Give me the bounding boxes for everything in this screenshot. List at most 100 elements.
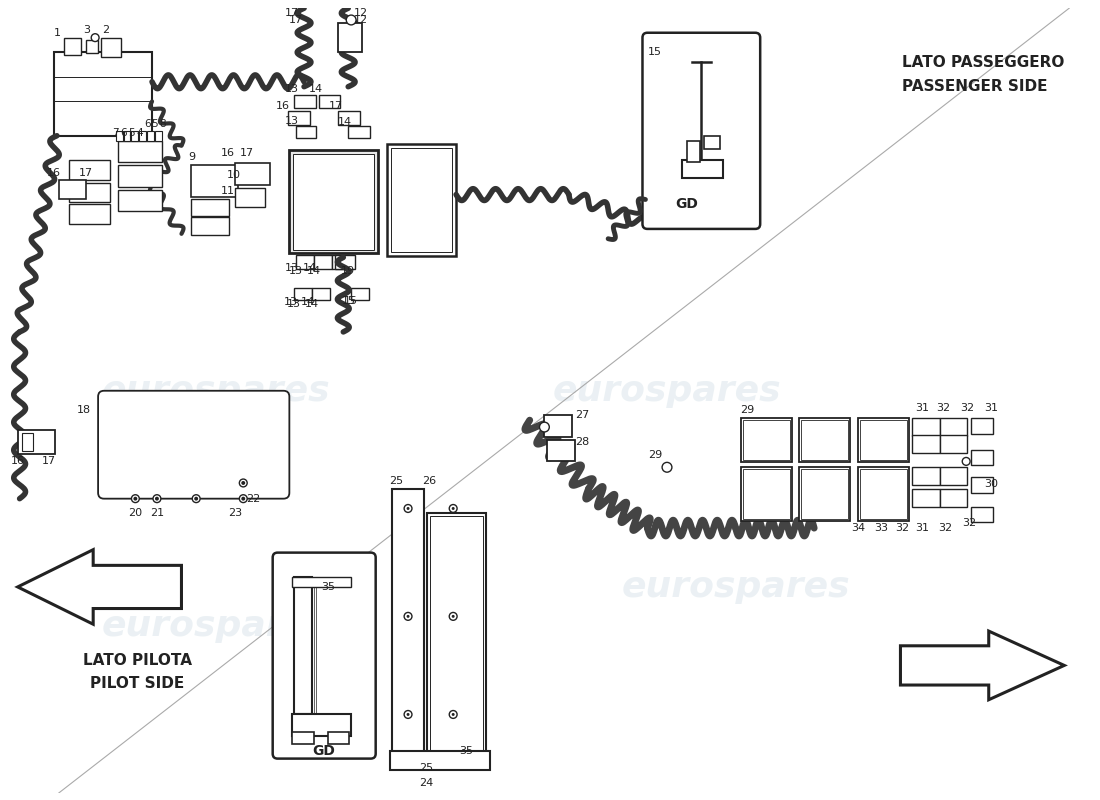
Bar xyxy=(64,38,81,55)
Circle shape xyxy=(962,458,970,466)
Text: 7: 7 xyxy=(112,128,119,138)
Polygon shape xyxy=(18,550,182,624)
Text: 21: 21 xyxy=(150,508,164,518)
Bar xyxy=(912,467,939,485)
Bar xyxy=(971,418,992,434)
Text: 17: 17 xyxy=(240,148,254,158)
Bar xyxy=(912,418,939,436)
Bar xyxy=(682,160,723,178)
Bar xyxy=(155,131,162,141)
Bar xyxy=(295,288,312,299)
Text: LATO PASSEGGERO: LATO PASSEGGERO xyxy=(902,54,1065,70)
Text: 15: 15 xyxy=(342,295,356,306)
Bar xyxy=(140,131,146,141)
Text: 6: 6 xyxy=(144,119,151,129)
Text: 5: 5 xyxy=(152,119,158,129)
Bar xyxy=(293,714,351,736)
Circle shape xyxy=(192,494,200,502)
Text: 29: 29 xyxy=(648,450,662,459)
Bar xyxy=(331,255,349,269)
Bar xyxy=(191,217,229,235)
Bar xyxy=(18,430,55,454)
Text: 28: 28 xyxy=(575,437,590,446)
Text: 12: 12 xyxy=(354,8,368,18)
Bar xyxy=(912,489,939,506)
Circle shape xyxy=(449,505,458,512)
Bar xyxy=(68,160,110,180)
Text: 23: 23 xyxy=(229,508,242,518)
Bar xyxy=(289,150,377,254)
Circle shape xyxy=(241,481,245,485)
Bar xyxy=(858,418,910,462)
Text: 32: 32 xyxy=(960,403,975,414)
Circle shape xyxy=(539,422,549,432)
Bar xyxy=(294,154,374,250)
Text: 27: 27 xyxy=(575,410,590,420)
Text: 29: 29 xyxy=(740,406,755,415)
Bar xyxy=(293,577,351,587)
Text: 3: 3 xyxy=(82,25,90,34)
Bar xyxy=(740,467,792,522)
Bar xyxy=(296,255,314,269)
Text: 32: 32 xyxy=(938,523,953,533)
Circle shape xyxy=(449,613,458,620)
Bar xyxy=(118,165,162,186)
Bar xyxy=(860,470,908,519)
Text: 17: 17 xyxy=(285,8,299,18)
Bar xyxy=(328,732,349,744)
Text: 9: 9 xyxy=(189,152,196,162)
Text: 12: 12 xyxy=(354,15,368,25)
Text: 14: 14 xyxy=(305,299,319,310)
Text: 31: 31 xyxy=(915,403,930,414)
Text: 10: 10 xyxy=(227,170,241,180)
Bar xyxy=(101,38,121,58)
Text: 6: 6 xyxy=(120,128,127,138)
Bar xyxy=(802,470,848,519)
Bar xyxy=(939,418,967,436)
Text: 4: 4 xyxy=(136,128,143,138)
Text: 17: 17 xyxy=(329,102,342,111)
Bar xyxy=(802,420,848,461)
Bar xyxy=(312,288,330,299)
Text: 1: 1 xyxy=(54,28,60,38)
Bar xyxy=(351,288,369,299)
Bar xyxy=(939,435,967,453)
Text: 32: 32 xyxy=(895,523,910,533)
Circle shape xyxy=(240,494,248,502)
Bar xyxy=(939,489,967,506)
Circle shape xyxy=(407,615,409,618)
Bar xyxy=(295,577,312,714)
Bar xyxy=(131,131,139,141)
Text: 15: 15 xyxy=(344,295,359,306)
Bar xyxy=(116,131,122,141)
Bar xyxy=(118,141,162,162)
Bar xyxy=(427,514,485,754)
Bar xyxy=(235,163,270,185)
Bar xyxy=(59,180,86,199)
Bar xyxy=(971,450,992,466)
Bar xyxy=(68,204,110,224)
Text: 14: 14 xyxy=(301,298,315,307)
Circle shape xyxy=(407,507,409,510)
Text: 33: 33 xyxy=(873,523,888,533)
Bar xyxy=(191,198,229,216)
Circle shape xyxy=(452,615,454,618)
Text: 16: 16 xyxy=(11,456,24,466)
Bar xyxy=(392,147,452,253)
Text: 18: 18 xyxy=(77,406,91,415)
Text: 31: 31 xyxy=(983,403,998,414)
Circle shape xyxy=(195,497,198,501)
Text: 16: 16 xyxy=(47,168,60,178)
Bar xyxy=(235,188,265,207)
Text: LATO PILOTA: LATO PILOTA xyxy=(82,653,191,668)
Bar xyxy=(390,750,491,770)
Text: eurospares: eurospares xyxy=(101,609,330,643)
Circle shape xyxy=(346,15,356,25)
Text: 8: 8 xyxy=(160,119,166,129)
Bar xyxy=(288,111,310,125)
FancyBboxPatch shape xyxy=(273,553,376,758)
Bar xyxy=(191,165,239,197)
Text: 25: 25 xyxy=(389,476,404,486)
Bar xyxy=(295,94,316,108)
Text: PASSENGER SIDE: PASSENGER SIDE xyxy=(902,79,1048,94)
